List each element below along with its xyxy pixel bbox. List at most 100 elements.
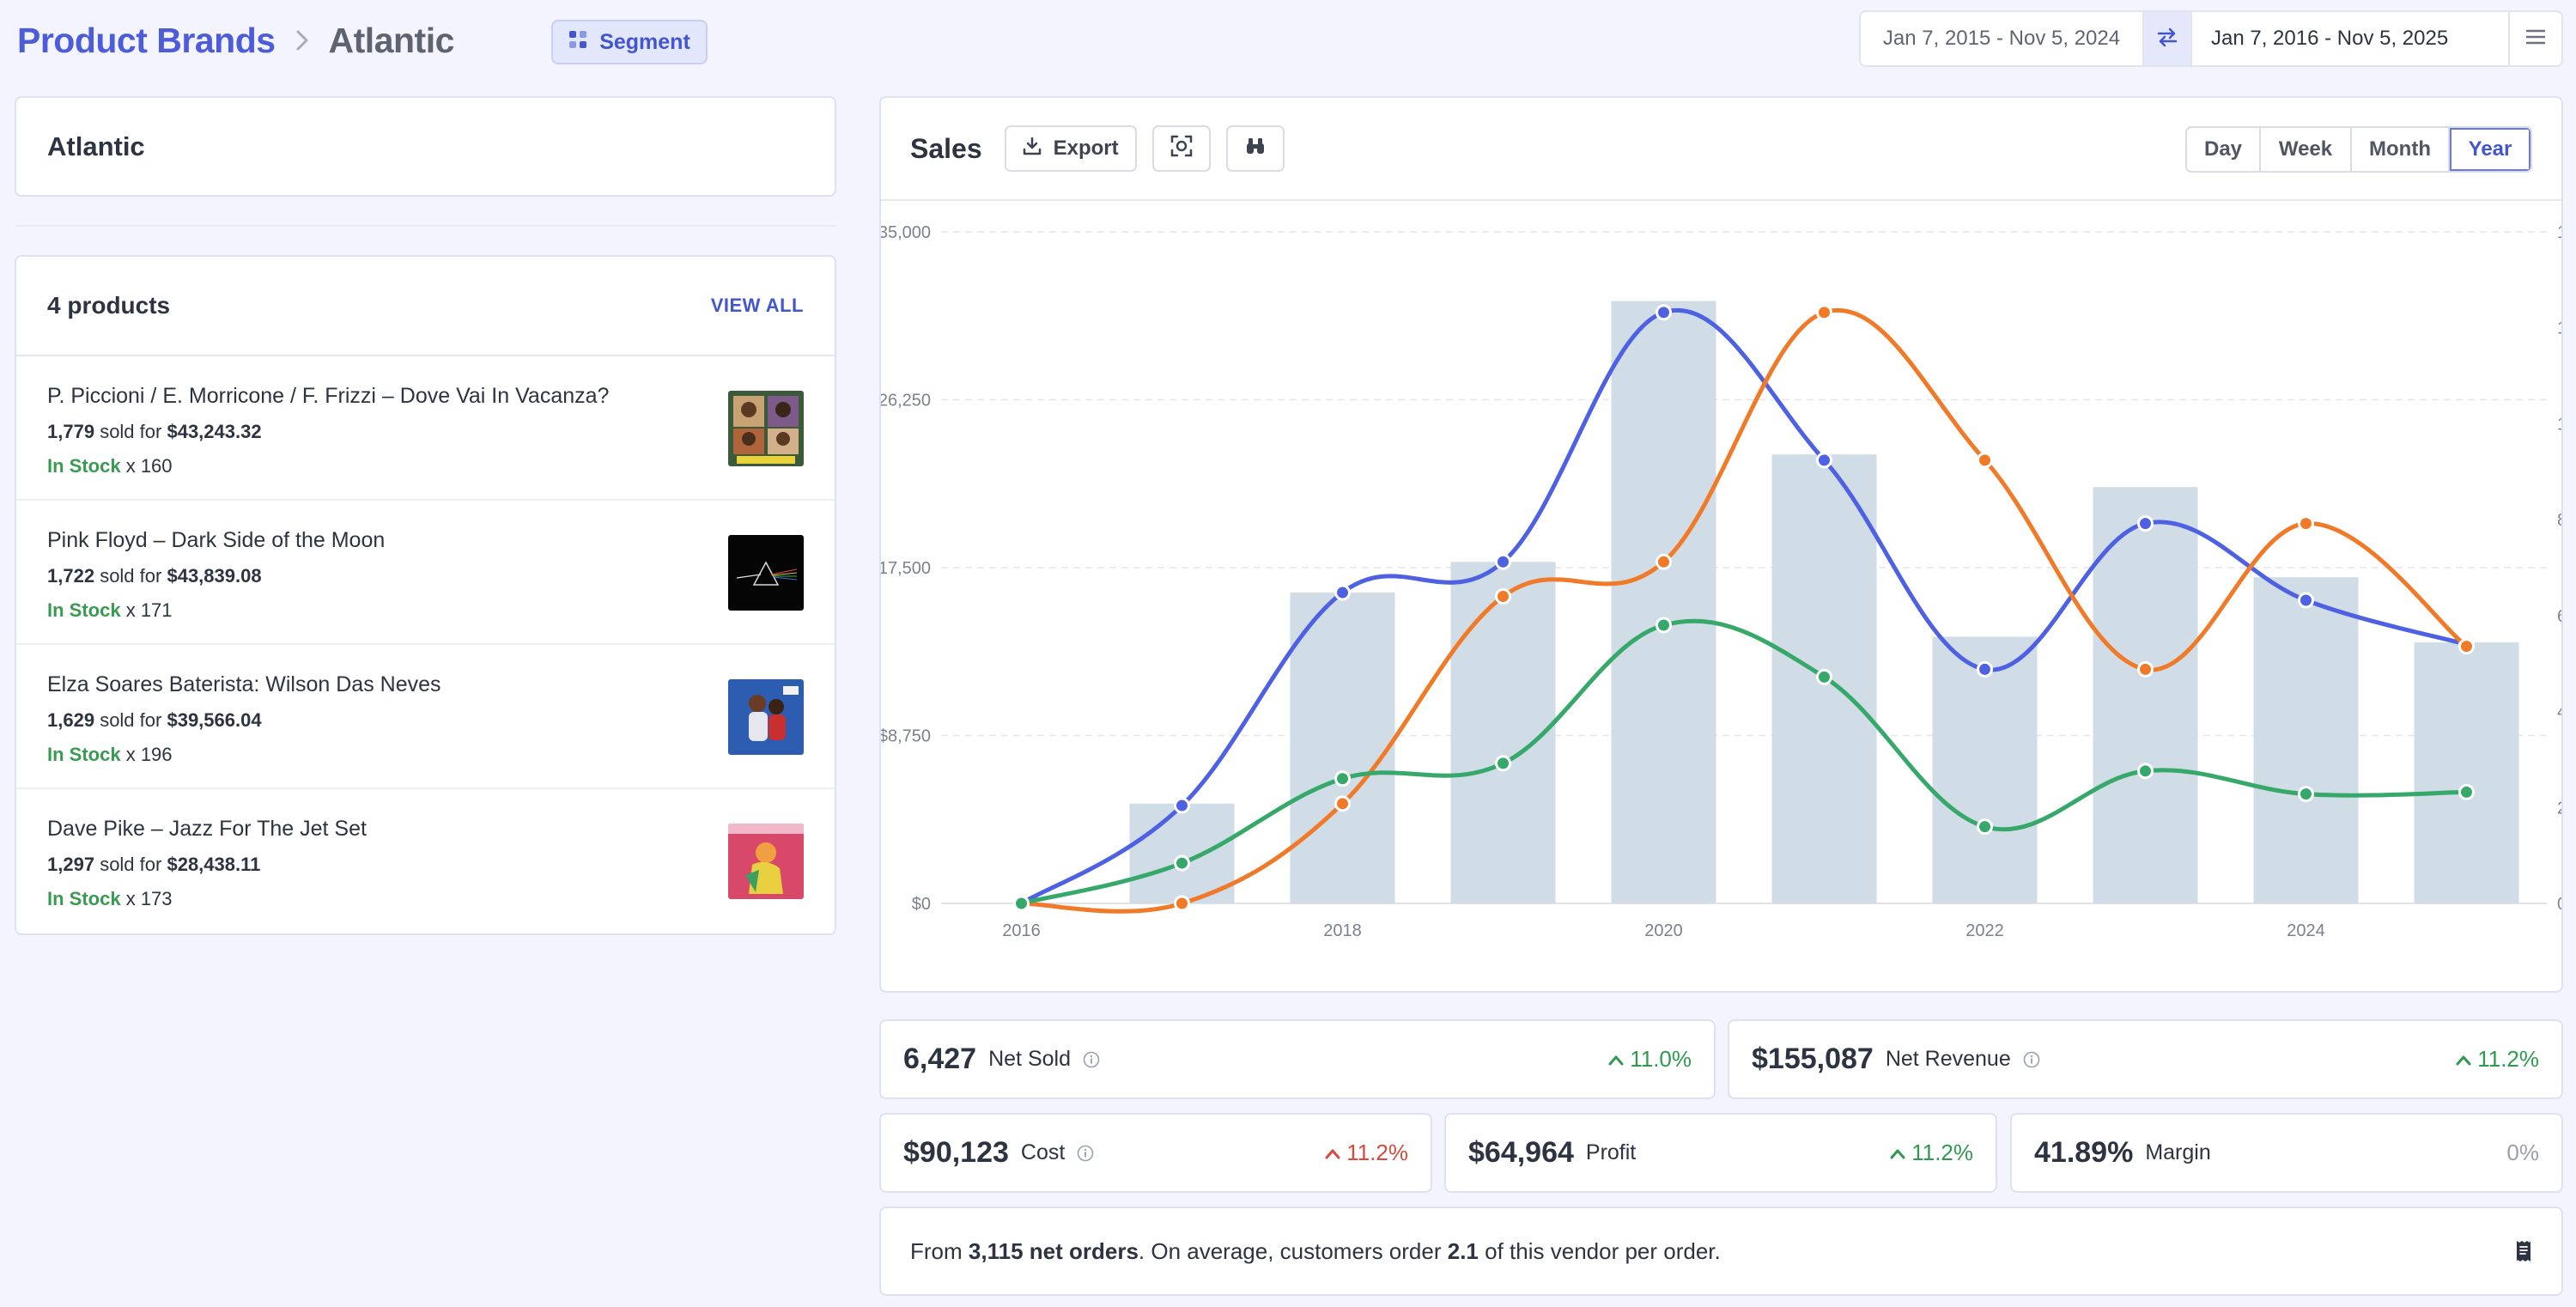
green-data-point — [1495, 755, 1511, 772]
green-data-point — [2298, 786, 2314, 803]
sales-chart[interactable]: $0 $8,750 $17,500 $26,250 $35,000 0 200 400 600 8… — [869, 201, 2576, 991]
view-all-link[interactable]: VIEW ALL — [710, 295, 804, 316]
sales-chart-svg[interactable]: $0 $8,750 $17,500 $26,250 $35,000 0 200 400 600 8… — [869, 201, 2576, 991]
cost-card: $90,123 Cost 11.2% — [879, 1113, 1432, 1193]
green-data-point — [2137, 763, 2154, 780]
bar — [1611, 301, 1716, 903]
period-month[interactable]: Month — [2352, 128, 2450, 171]
products-card: 4 products VIEW ALL P. Piccioni / E. Mor… — [15, 255, 836, 935]
profit-delta-value: 11.2% — [1911, 1140, 1973, 1165]
cost-label: Cost — [1020, 1140, 1066, 1164]
brand-title: Atlantic — [47, 131, 145, 161]
product-stock: In Stock x 196 — [47, 744, 804, 766]
orders-middle: . On average, customers order — [1138, 1237, 1442, 1264]
net-sold-delta-value: 11.0% — [1630, 1046, 1692, 1072]
arrow-up-icon — [1889, 1140, 1906, 1166]
blue-data-point — [1174, 797, 1190, 814]
period-day[interactable]: Day — [2187, 128, 2261, 171]
screenshot-button[interactable] — [1151, 125, 1211, 172]
download-icon — [1023, 137, 1042, 161]
green-data-point — [1977, 818, 1993, 836]
bar — [1450, 562, 1556, 903]
stock-qty: x 160 — [125, 455, 173, 477]
product-row[interactable]: P. Piccioni / E. Morricone / F. Frizzi –… — [16, 356, 835, 501]
orders-average: 2.1 — [1447, 1237, 1479, 1264]
y-right-tick-label: 800 — [2557, 511, 2561, 530]
net-sold-delta: 11.0% — [1607, 1046, 1692, 1073]
product-name[interactable]: Elza Soares Baterista: Wilson Das Neves — [47, 672, 441, 696]
y-left-tick-label: $0 — [912, 895, 931, 914]
menu-button[interactable] — [2510, 12, 2561, 65]
compare-button[interactable] — [1225, 125, 1285, 172]
current-date-range[interactable]: Jan 7, 2016 - Nov 5, 2025 — [2192, 12, 2510, 65]
stock-status: In Stock — [47, 888, 121, 909]
product-sales: 1,779 sold for $43,243.32 — [47, 421, 804, 443]
y-right-tick-label: 0 — [2557, 895, 2561, 914]
net-revenue-card: $155,087 Net Revenue 11.2% — [1728, 1019, 2563, 1099]
stock-qty: x 171 — [125, 599, 173, 621]
album-cover-image[interactable] — [728, 391, 804, 466]
product-row[interactable]: Dave Pike – Jazz For The Jet Set 1,297 s… — [16, 789, 835, 933]
album-cover-image[interactable] — [728, 535, 804, 611]
orders-prefix: From — [910, 1237, 963, 1264]
sales-card: Sales Export Day Week Month Year $0 $8,75… — [869, 96, 2576, 993]
product-revenue: $43,243.32 — [167, 421, 262, 442]
export-button[interactable]: Export — [1004, 125, 1137, 172]
arrow-up-icon — [1324, 1140, 1341, 1166]
product-row[interactable]: Pink Floyd – Dark Side of the Moon 1,722… — [16, 501, 835, 645]
orange-data-point — [2137, 660, 2154, 678]
product-sold-count: 1,297 — [47, 854, 95, 875]
receipt-icon[interactable] — [2515, 1239, 2532, 1269]
product-name[interactable]: Pink Floyd – Dark Side of the Moon — [47, 528, 386, 552]
period-toggle: Day Week Month Year — [2185, 126, 2532, 173]
y-left-tick-label: $8,750 — [881, 727, 931, 746]
swap-dates-button[interactable] — [2144, 12, 2192, 65]
product-sold-count: 1,629 — [47, 709, 95, 731]
sales-header: Sales Export Day Week Month Year — [881, 98, 2561, 201]
compare-date-range[interactable]: Jan 7, 2015 - Nov 5, 2024 — [1861, 12, 2144, 65]
breadcrumb-current: Atlantic — [328, 20, 455, 60]
blue-data-point — [2137, 515, 2154, 532]
orange-data-point — [1174, 895, 1190, 912]
album-cover-image[interactable] — [728, 824, 804, 899]
album-cover-image[interactable] — [728, 679, 804, 755]
cost-delta-value: 11.2% — [1346, 1140, 1408, 1165]
product-row[interactable]: Elza Soares Baterista: Wilson Das Neves … — [16, 645, 835, 789]
green-data-point — [1013, 895, 1030, 912]
date-range-picker: Jan 7, 2015 - Nov 5, 2024 Jan 7, 2016 - … — [1859, 10, 2563, 67]
breadcrumb-root-link[interactable]: Product Brands — [17, 20, 276, 60]
product-sales: 1,297 sold for $28,438.11 — [47, 854, 804, 876]
screenshot-icon — [1170, 135, 1193, 163]
sales-title: Sales — [910, 132, 982, 164]
bar — [1290, 593, 1395, 903]
x-tick-label: 2018 — [1323, 921, 1362, 940]
green-series-line — [1019, 618, 2469, 906]
blue-data-point — [1656, 304, 1672, 321]
bar — [1129, 803, 1235, 903]
product-name[interactable]: Dave Pike – Jazz For The Jet Set — [47, 817, 367, 841]
segment-button[interactable]: Segment — [551, 20, 708, 64]
orange-data-point — [1495, 588, 1511, 605]
margin-label: Margin — [2145, 1140, 2211, 1164]
margin-delta: 0% — [2506, 1140, 2539, 1166]
blue-series-line — [1019, 308, 2469, 906]
sold-for-text: sold for — [100, 709, 162, 731]
x-tick-label: 2016 — [1002, 921, 1041, 940]
orange-data-point — [1334, 795, 1351, 812]
swap-icon — [2156, 27, 2178, 52]
info-icon[interactable] — [1077, 1145, 1094, 1162]
period-year[interactable]: Year — [2450, 128, 2530, 171]
period-week[interactable]: Week — [2261, 128, 2352, 171]
net-sold-value: 6,427 — [903, 1043, 977, 1075]
info-icon[interactable] — [2023, 1051, 2040, 1068]
stock-status: In Stock — [47, 599, 121, 621]
product-stock: In Stock x 173 — [47, 888, 804, 910]
product-revenue: $43,839.08 — [167, 565, 262, 587]
net-sold-label: Net Sold — [988, 1047, 1071, 1071]
stock-qty: x 196 — [125, 744, 173, 765]
info-icon[interactable] — [1083, 1051, 1100, 1068]
product-name[interactable]: P. Piccioni / E. Morricone / F. Frizzi –… — [47, 384, 610, 408]
bar — [2253, 577, 2359, 903]
y-right-tick-label: 400 — [2557, 703, 2561, 722]
orders-text: From 3,115 net orders. On average, custo… — [910, 1238, 1721, 1265]
